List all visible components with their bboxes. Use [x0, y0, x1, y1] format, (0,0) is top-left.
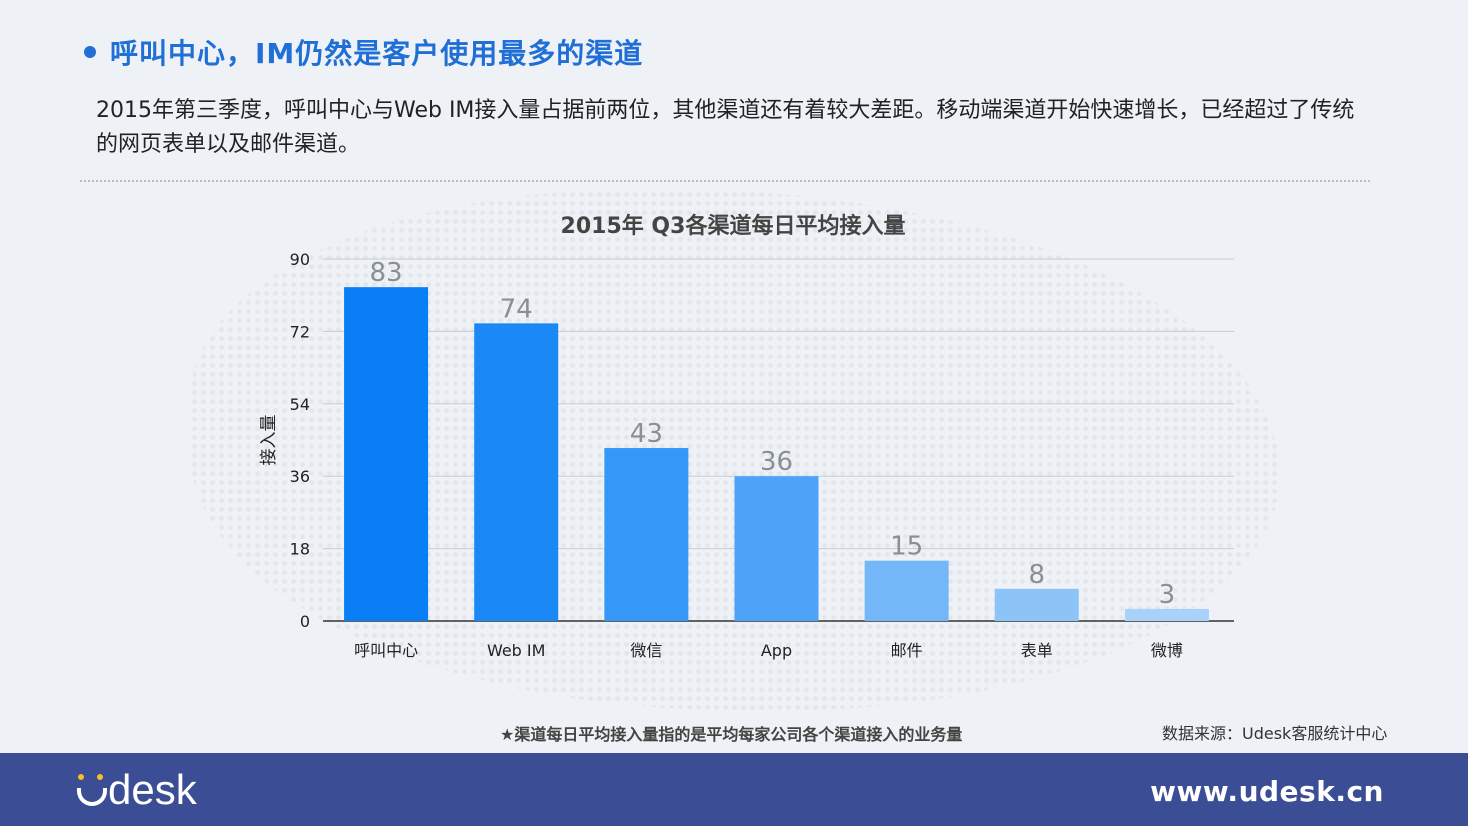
x-tick-label: Web IM — [487, 641, 546, 660]
data-label: 83 — [370, 258, 403, 288]
slide-description: 2015年第三季度，呼叫中心与Web IM接入量占据前两位，其他渠道还有着较大差… — [96, 98, 1355, 157]
bar — [864, 560, 949, 621]
data-label: 8 — [1029, 560, 1046, 590]
data-label: 36 — [760, 447, 793, 477]
x-tick-label: 微信 — [630, 641, 662, 660]
x-tick-label: 邮件 — [891, 641, 923, 660]
bar — [1124, 608, 1209, 621]
bullet-icon — [84, 46, 96, 58]
website-link[interactable]: www.udesk.cn — [1150, 775, 1384, 808]
data-label: 43 — [630, 419, 663, 449]
bar-layer: 83 呼叫中心 74 Web IM 43 微信 36 App 15 邮件 8 表单 3 微博 — [344, 258, 1209, 660]
y-tick-label: 36 — [290, 467, 310, 486]
y-axis-label: 接入量 — [259, 415, 279, 466]
title-row: 呼叫中心，IM仍然是客户使用最多的渠道 — [84, 30, 643, 74]
footer-bar: desk www.udesk.cn — [0, 753, 1468, 826]
y-tick-label: 54 — [290, 395, 310, 414]
data-label: 3 — [1159, 580, 1176, 610]
bar — [994, 588, 1079, 621]
bar — [734, 476, 819, 621]
data-source: 数据来源：Udesk客服统计中心 — [1162, 724, 1388, 743]
y-tick-label: 72 — [290, 322, 310, 341]
data-label: 15 — [890, 532, 923, 562]
logo-u-icon — [76, 768, 107, 812]
udesk-logo[interactable]: desk — [76, 765, 197, 815]
chart-footnote: ★渠道每日平均接入量指的是平均每家公司各个渠道接入的业务量 — [500, 725, 963, 744]
x-tick-label: 呼叫中心 — [354, 641, 418, 660]
x-tick-label: App — [761, 641, 792, 660]
x-tick-label: 微博 — [1151, 641, 1183, 660]
y-tick-label: 90 — [290, 250, 310, 269]
bar — [604, 448, 689, 621]
chart-title: 2015年 Q3各渠道每日平均接入量 — [561, 213, 906, 239]
logo-text: desk — [108, 766, 197, 813]
dotted-divider — [80, 180, 1370, 182]
y-tick-label: 18 — [290, 540, 310, 559]
bar — [344, 287, 429, 621]
y-tick-label: 0 — [300, 612, 310, 631]
slide-title: 呼叫中心，IM仍然是客户使用最多的渠道 — [110, 37, 644, 70]
data-label: 74 — [500, 294, 533, 324]
x-tick-label: 表单 — [1021, 641, 1053, 660]
bar — [474, 323, 559, 621]
